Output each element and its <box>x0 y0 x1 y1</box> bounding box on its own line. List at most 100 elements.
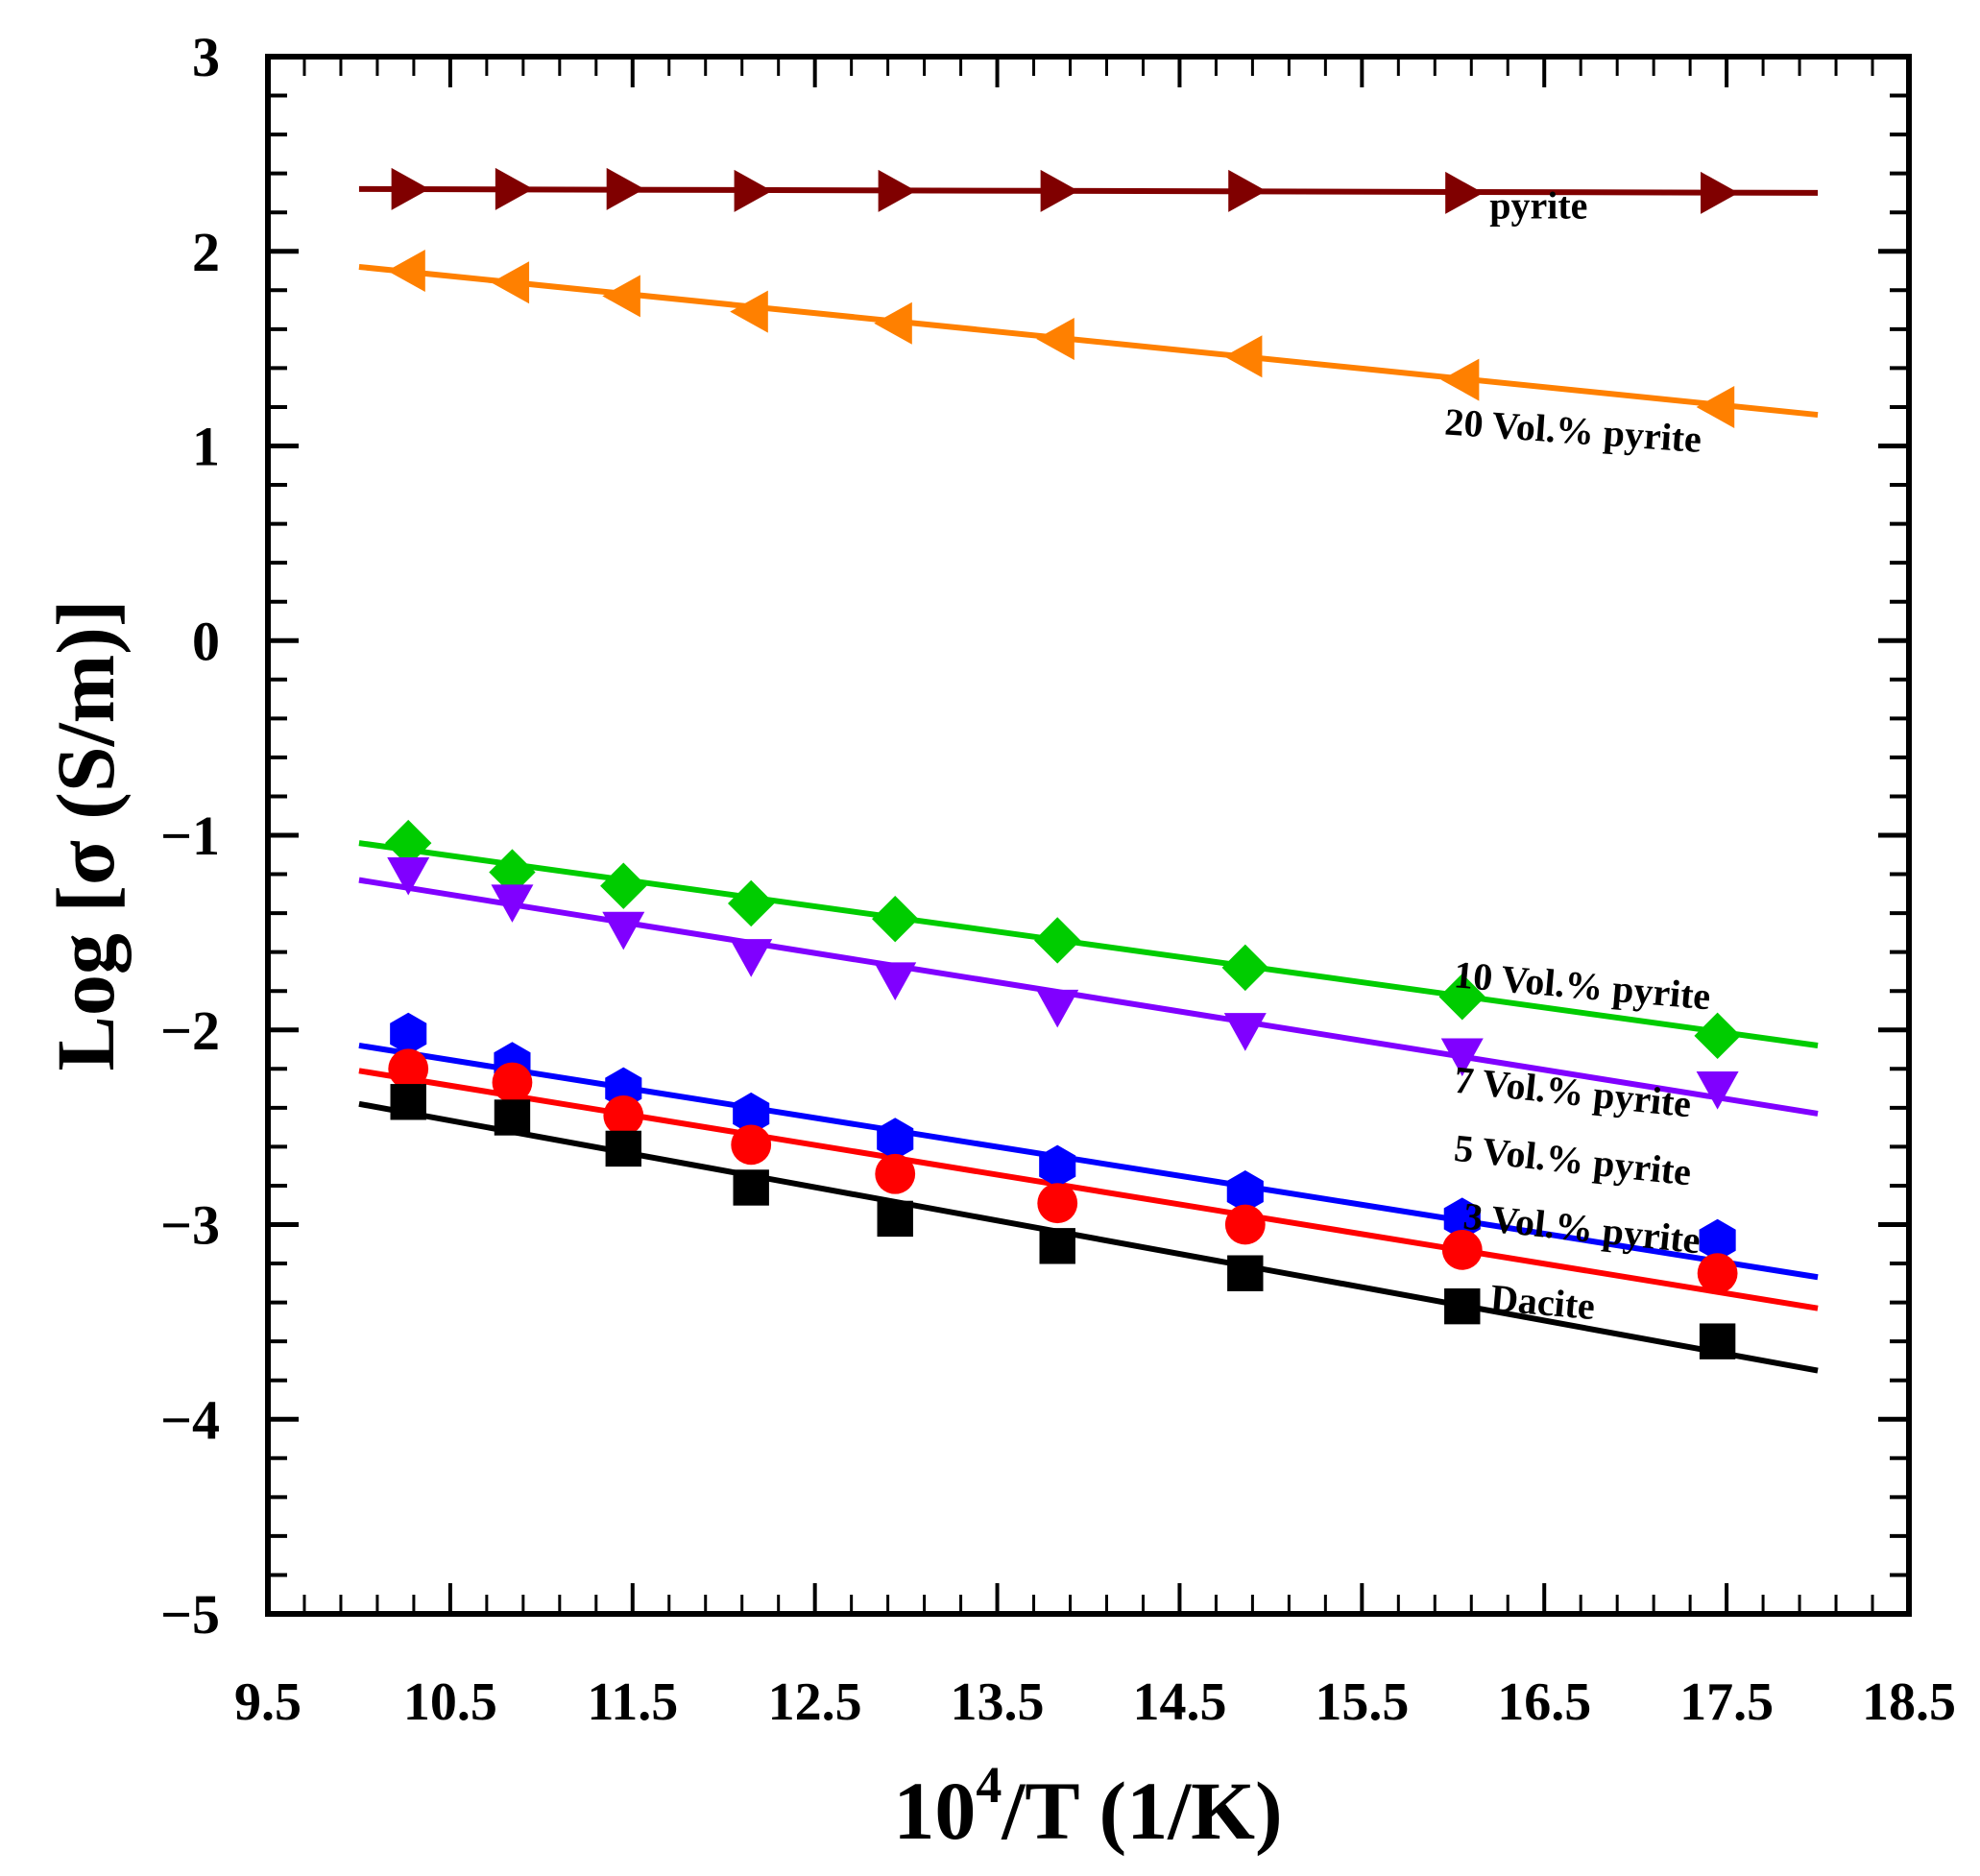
marker-20-vol-pyrite <box>1036 317 1075 360</box>
marker-dacite <box>494 1099 531 1136</box>
marker-7-vol-pyrite <box>1036 989 1079 1028</box>
marker-5-vol-pyrite <box>1443 1197 1481 1240</box>
y-tick-label: 2 <box>192 221 220 283</box>
marker-dacite <box>877 1200 913 1238</box>
marker-pyrite <box>734 169 773 212</box>
x-tick-label: 17.5 <box>1679 1672 1774 1732</box>
marker-7-vol-pyrite <box>387 856 430 896</box>
y-tick-label: −5 <box>160 1583 220 1646</box>
marker-pyrite <box>878 169 917 212</box>
marker-3-vol-pyrite <box>875 1153 916 1194</box>
series-label-10-vol-pyrite: 10 Vol.% pyrite <box>1452 952 1712 1018</box>
y-tick-label: −2 <box>160 999 220 1062</box>
marker-pyrite <box>606 167 645 210</box>
marker-dacite <box>733 1169 769 1206</box>
marker-5-vol-pyrite <box>1226 1170 1264 1214</box>
x-tick-label: 16.5 <box>1497 1672 1591 1732</box>
series-label-3-vol-pyrite: 3 Vol.% pyrite <box>1461 1194 1702 1263</box>
marker-20-vol-pyrite <box>1223 335 1263 378</box>
marker-pyrite <box>1445 171 1484 214</box>
marker-20-vol-pyrite <box>602 275 640 318</box>
marker-5-vol-pyrite <box>877 1118 914 1161</box>
marker-10-vol-pyrite <box>600 862 647 909</box>
marker-dacite <box>1227 1255 1264 1291</box>
y-tick-label: 0 <box>192 610 220 672</box>
series-label-dacite: Dacite <box>1488 1276 1596 1328</box>
marker-10-vol-pyrite <box>872 895 919 943</box>
marker-7-vol-pyrite <box>1696 1070 1739 1110</box>
marker-7-vol-pyrite <box>874 962 917 1001</box>
marker-7-vol-pyrite <box>730 939 773 977</box>
marker-10-vol-pyrite <box>1438 974 1485 1021</box>
marker-5-vol-pyrite <box>733 1092 770 1135</box>
marker-3-vol-pyrite <box>731 1124 772 1166</box>
marker-10-vol-pyrite <box>1221 944 1269 992</box>
y-axis-label: Log [σ (S/m)] <box>39 599 132 1070</box>
series-label-pyrite: pyrite <box>1489 183 1587 227</box>
marker-20-vol-pyrite <box>730 290 768 333</box>
y-tick-label: 3 <box>192 26 220 88</box>
x-tick-label: 18.5 <box>1862 1672 1956 1732</box>
marker-20-vol-pyrite <box>1440 358 1480 401</box>
fit-line-5-vol-pyrite <box>358 1043 1819 1281</box>
marker-3-vol-pyrite <box>1697 1253 1738 1294</box>
marker-pyrite <box>495 167 534 210</box>
fit-line-10-vol-pyrite <box>358 840 1819 1048</box>
x-tick-label: 14.5 <box>1132 1672 1226 1732</box>
plot-frame <box>265 54 1912 1617</box>
marker-20-vol-pyrite <box>1696 385 1735 428</box>
marker-5-vol-pyrite <box>1039 1144 1076 1188</box>
marker-3-vol-pyrite <box>492 1062 533 1103</box>
marker-3-vol-pyrite <box>388 1048 429 1090</box>
series-label-7-vol-pyrite: 7 Vol.% pyrite <box>1452 1058 1693 1126</box>
y-tick-label: 1 <box>192 416 220 478</box>
fit-line-20-vol-pyrite <box>358 263 1819 419</box>
marker-10-vol-pyrite <box>1034 917 1081 964</box>
fit-line-dacite <box>358 1100 1819 1374</box>
marker-dacite <box>1039 1228 1075 1264</box>
marker-3-vol-pyrite <box>1224 1204 1266 1245</box>
y-tick-labels: 3 2 1 0 −1 −2 −3 −4 −5 <box>160 26 220 1646</box>
fit-line-pyrite <box>358 185 1819 196</box>
series-labels: pyrite 20 Vol.% pyrite 10 Vol.% pyrite 7 Vo… <box>1443 183 1712 1328</box>
marker-3-vol-pyrite <box>603 1095 644 1136</box>
marker-dacite <box>390 1084 426 1120</box>
marker-dacite <box>605 1130 641 1167</box>
marker-5-vol-pyrite <box>390 1012 427 1055</box>
y-tick-label: −3 <box>160 1194 220 1257</box>
x-tick-label: 13.5 <box>951 1672 1045 1732</box>
marker-7-vol-pyrite <box>491 884 534 923</box>
series-label-5-vol-pyrite: 5 Vol.% pyrite <box>1452 1126 1693 1194</box>
x-tick-label: 12.5 <box>768 1672 862 1732</box>
marker-7-vol-pyrite <box>1440 1038 1484 1077</box>
marker-3-vol-pyrite <box>1441 1229 1483 1270</box>
axis-ticks <box>266 54 1911 1617</box>
x-tick-label: 15.5 <box>1315 1672 1409 1732</box>
marker-10-vol-pyrite <box>385 819 432 867</box>
marker-10-vol-pyrite <box>489 849 536 896</box>
y-tick-label: −4 <box>160 1388 220 1451</box>
marker-20-vol-pyrite <box>874 301 912 345</box>
marker-7-vol-pyrite <box>1223 1013 1267 1051</box>
marker-pyrite <box>1701 171 1739 214</box>
marker-dacite <box>1699 1323 1736 1359</box>
y-tick-label: −1 <box>160 805 220 867</box>
series-label-20-vol-pyrite: 20 Vol.% pyrite <box>1443 399 1702 461</box>
x-tick-label: 10.5 <box>403 1672 497 1732</box>
x-tick-label: 11.5 <box>587 1672 678 1732</box>
marker-20-vol-pyrite <box>387 250 425 293</box>
marker-20-vol-pyrite <box>491 261 530 304</box>
x-axis-label: 104/T (1/K) <box>893 1756 1282 1857</box>
fit-lines <box>358 185 1819 1374</box>
marker-pyrite <box>1040 169 1079 212</box>
marker-dacite <box>1444 1287 1481 1325</box>
fit-line-3-vol-pyrite <box>358 1068 1819 1311</box>
marker-3-vol-pyrite <box>1037 1183 1078 1224</box>
fit-line-7-vol-pyrite <box>358 877 1819 1117</box>
marker-10-vol-pyrite <box>728 879 775 927</box>
marker-pyrite <box>391 167 430 210</box>
marker-10-vol-pyrite <box>1694 1012 1741 1060</box>
marker-5-vol-pyrite <box>1699 1218 1736 1262</box>
x-tick-label: 9.5 <box>234 1672 302 1732</box>
